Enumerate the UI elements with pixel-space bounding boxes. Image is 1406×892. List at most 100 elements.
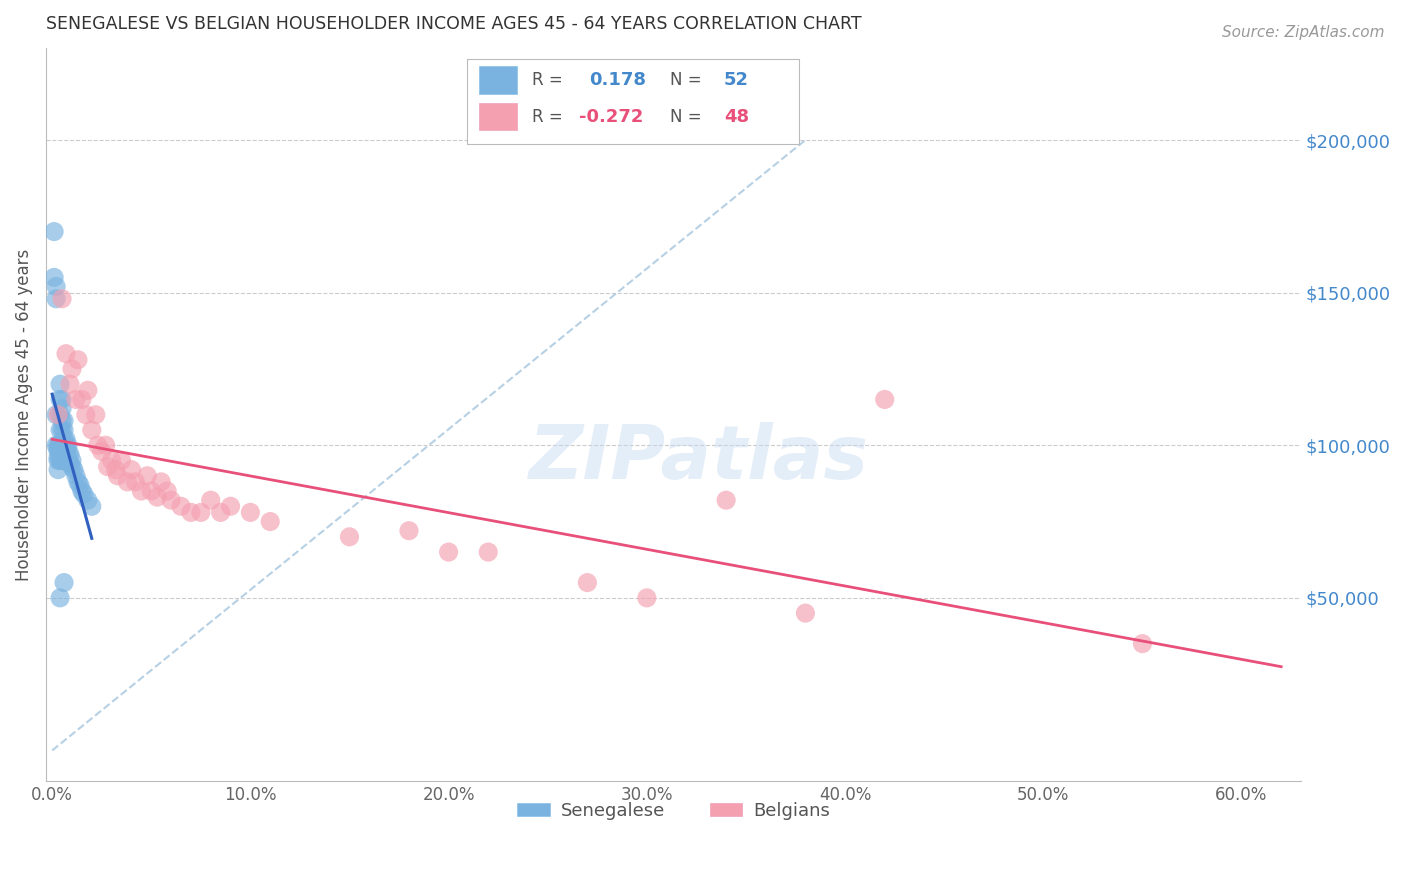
Text: ZIPatlas: ZIPatlas <box>529 422 869 495</box>
Point <box>51 423 73 437</box>
Point <box>259 515 281 529</box>
Point <box>46 408 69 422</box>
Point <box>55 450 77 465</box>
Point <box>576 575 599 590</box>
FancyBboxPatch shape <box>479 103 517 130</box>
Legend: Senegalese, Belgians: Senegalese, Belgians <box>510 795 838 827</box>
Point <box>49 408 72 422</box>
Point <box>190 505 212 519</box>
Point <box>80 423 103 437</box>
Point <box>69 478 91 492</box>
Point <box>56 438 79 452</box>
Text: Source: ZipAtlas.com: Source: ZipAtlas.com <box>1222 25 1385 40</box>
Point <box>60 459 83 474</box>
Point <box>477 545 499 559</box>
Point <box>239 505 262 519</box>
Point <box>131 483 153 498</box>
Point <box>53 423 76 437</box>
Point <box>156 483 179 498</box>
Point <box>53 438 76 452</box>
Point <box>200 493 222 508</box>
FancyBboxPatch shape <box>479 66 517 94</box>
Point <box>136 468 159 483</box>
Point <box>94 438 117 452</box>
Point <box>45 408 67 422</box>
Text: N =: N = <box>669 108 702 126</box>
Point <box>873 392 896 407</box>
Point <box>160 493 183 508</box>
Text: R =: R = <box>531 108 562 126</box>
Point <box>70 483 93 498</box>
FancyBboxPatch shape <box>467 60 799 144</box>
Point <box>59 377 82 392</box>
Point <box>49 453 72 467</box>
Point <box>120 463 142 477</box>
Point <box>55 346 77 360</box>
Point <box>53 444 76 458</box>
Point <box>51 453 73 467</box>
Point <box>66 475 89 489</box>
Point <box>636 591 658 605</box>
Point <box>55 444 77 458</box>
Point <box>46 442 69 456</box>
Point <box>65 468 87 483</box>
Point <box>45 292 67 306</box>
Point <box>49 438 72 452</box>
Text: R =: R = <box>531 71 562 89</box>
Point <box>60 453 83 467</box>
Point <box>97 459 120 474</box>
Point <box>180 505 202 519</box>
Point <box>63 463 86 477</box>
Point <box>437 545 460 559</box>
Point <box>42 270 65 285</box>
Point <box>46 444 69 458</box>
Text: 0.178: 0.178 <box>589 71 647 89</box>
Point <box>53 432 76 446</box>
Point <box>146 490 169 504</box>
Point <box>66 352 89 367</box>
Point <box>76 384 98 398</box>
Point <box>70 392 93 407</box>
Text: 52: 52 <box>724 71 749 89</box>
Text: -0.272: -0.272 <box>579 108 644 126</box>
Point <box>141 483 163 498</box>
Point <box>73 487 96 501</box>
Point <box>794 606 817 620</box>
Text: SENEGALESE VS BELGIAN HOUSEHOLDER INCOME AGES 45 - 64 YEARS CORRELATION CHART: SENEGALESE VS BELGIAN HOUSEHOLDER INCOME… <box>46 15 862 33</box>
Point <box>51 292 73 306</box>
Point <box>49 392 72 407</box>
Point <box>45 438 67 452</box>
Y-axis label: Householder Income Ages 45 - 64 years: Householder Income Ages 45 - 64 years <box>15 249 32 581</box>
Point <box>51 438 73 452</box>
Point <box>110 453 132 467</box>
Point <box>398 524 420 538</box>
Point <box>1132 637 1154 651</box>
Point <box>56 453 79 467</box>
Point <box>59 447 82 461</box>
Point <box>170 500 193 514</box>
Point <box>46 450 69 465</box>
Point <box>714 493 737 508</box>
Point <box>60 362 83 376</box>
Point <box>53 414 76 428</box>
Point <box>53 453 76 467</box>
Point <box>51 414 73 428</box>
Point <box>56 444 79 458</box>
Point <box>49 377 72 392</box>
Point <box>46 453 69 467</box>
Point <box>76 493 98 508</box>
Point <box>51 401 73 416</box>
Point <box>209 505 232 519</box>
Point <box>87 438 110 452</box>
Point <box>219 500 242 514</box>
Point <box>339 530 361 544</box>
Point <box>46 438 69 452</box>
Point <box>55 432 77 446</box>
Point <box>51 444 73 458</box>
Point <box>90 444 112 458</box>
Point <box>49 423 72 437</box>
Point <box>117 475 139 489</box>
Point <box>80 500 103 514</box>
Point <box>59 457 82 471</box>
Point <box>55 438 77 452</box>
